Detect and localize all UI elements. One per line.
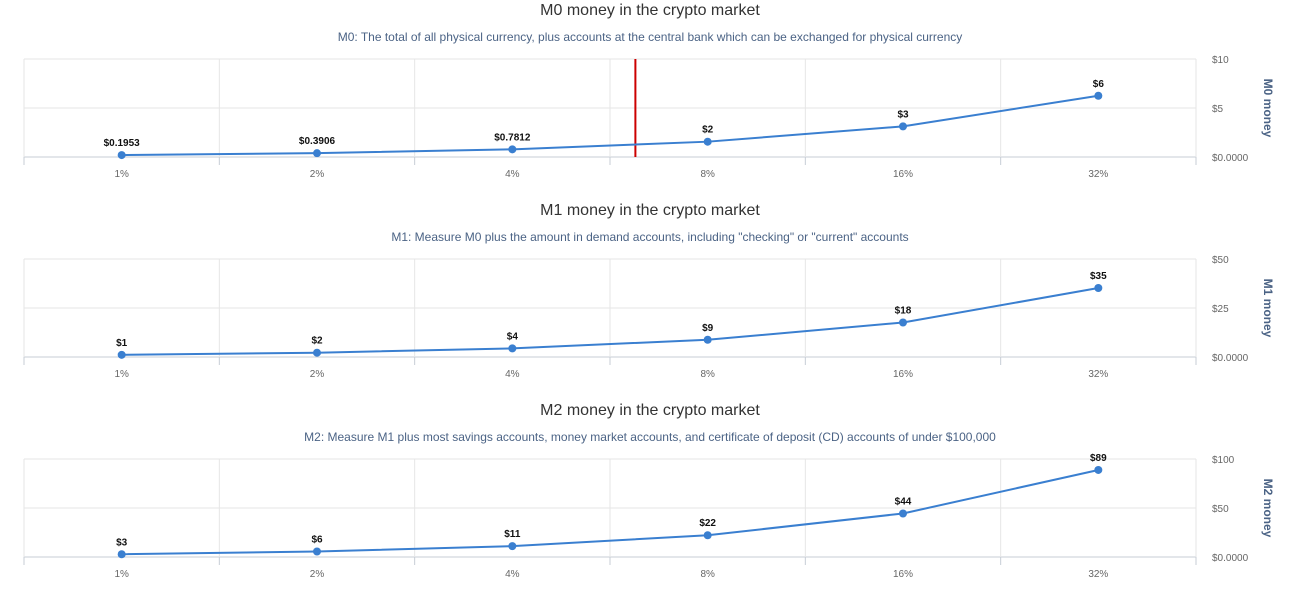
m2-chart: M2 money in the crypto market M2: Measur… [0,400,1300,600]
x-tick-label: 4% [505,369,520,380]
data-point [1094,284,1103,293]
x-tick-label: 2% [310,569,325,580]
y-tick-label: $0.0000 [1212,153,1249,164]
data-point [899,122,907,131]
data-point [703,531,712,540]
x-tick-label: 2% [310,369,325,380]
data-label: $1 [116,338,128,349]
x-tick-label: 16% [893,169,913,180]
chart-subtitle: M0: The total of all physical currency, … [337,30,963,44]
x-tick-label: 16% [893,369,913,380]
chart-title: M0 money in the crypto market [540,2,760,19]
data-point [313,149,321,158]
y-axis-title: M0 money [1261,79,1275,138]
y-tick-label: $100 [1212,455,1235,466]
data-point [117,350,126,359]
data-point [703,137,712,146]
y-tick-label: $50 [1212,255,1229,266]
data-label: $35 [1090,271,1107,282]
data-label: $3 [116,537,128,548]
data-point [1094,91,1103,100]
data-label: $0.1953 [104,138,141,149]
x-tick-label: 8% [700,369,715,380]
data-label: $4 [507,331,519,342]
chart-subtitle: M1: Measure M0 plus the amount in demand… [391,230,909,244]
x-tick-label: 4% [505,169,520,180]
x-tick-label: 2% [310,169,325,180]
x-tick-label: 8% [700,569,715,580]
x-tick-label: 32% [1088,369,1108,380]
data-point [899,318,907,327]
chart-subtitle: M2: Measure M1 plus most savings account… [304,430,996,444]
chart-title: M2 money in the crypto market [540,402,760,419]
y-tick-label: $0.0000 [1212,553,1249,564]
data-point [1094,465,1103,474]
series-line [121,468,1099,556]
data-label: $2 [702,125,714,136]
y-tick-label: $0.0000 [1212,353,1249,364]
m1-chart: M1 money in the crypto market M1: Measur… [0,200,1300,400]
y-axis-title: M1 money [1261,279,1275,338]
x-tick-label: 8% [700,169,715,180]
x-tick-label: 1% [114,169,129,180]
y-tick-label: $25 [1212,304,1229,315]
x-tick-label: 4% [505,569,520,580]
data-label: $2 [311,336,323,347]
data-point [117,550,126,559]
data-label: $6 [1093,79,1105,90]
y-tick-label: $50 [1212,504,1229,515]
data-label: $0.3906 [299,136,336,147]
data-point [313,348,321,357]
data-point [508,344,517,353]
x-tick-label: 1% [114,369,129,380]
data-point [508,145,517,154]
data-label: $9 [702,323,714,334]
data-label: $22 [699,518,716,529]
x-tick-label: 1% [114,569,129,580]
data-label: $0.7812 [494,132,531,143]
data-label: $11 [504,529,521,540]
data-point [117,151,126,160]
data-point [703,335,712,344]
y-tick-label: $10 [1212,55,1229,66]
m2-plot: 1% 2% 4% 8% 16% 32% $0.0000 $50 $100 M2 money $3 $6… [23,453,1275,580]
series-line [121,287,1099,356]
data-point [313,547,321,556]
series-line [121,94,1099,157]
chart-title: M1 money in the crypto market [540,202,760,219]
m0-plot: 1% 2% 4% 8% 16% 32% $0.0000 $5 $10 M0 money $0.195… [23,55,1275,180]
data-label: $18 [895,306,912,317]
x-tick-label: 16% [893,569,913,580]
m0-chart: M0 money in the crypto market M0: The to… [0,0,1300,200]
y-tick-label: $5 [1212,104,1224,115]
data-point [899,509,907,518]
data-label: $89 [1090,453,1107,464]
data-point [508,542,517,551]
x-tick-label: 32% [1088,169,1108,180]
data-label: $44 [895,496,912,507]
y-axis-title: M2 money [1261,479,1275,538]
x-tick-label: 32% [1088,569,1108,580]
data-label: $3 [897,109,909,120]
data-label: $6 [311,535,323,546]
m1-plot: 1% 2% 4% 8% 16% 32% $0.0000 $25 $50 M1 money $1 $2 $… [23,255,1275,380]
